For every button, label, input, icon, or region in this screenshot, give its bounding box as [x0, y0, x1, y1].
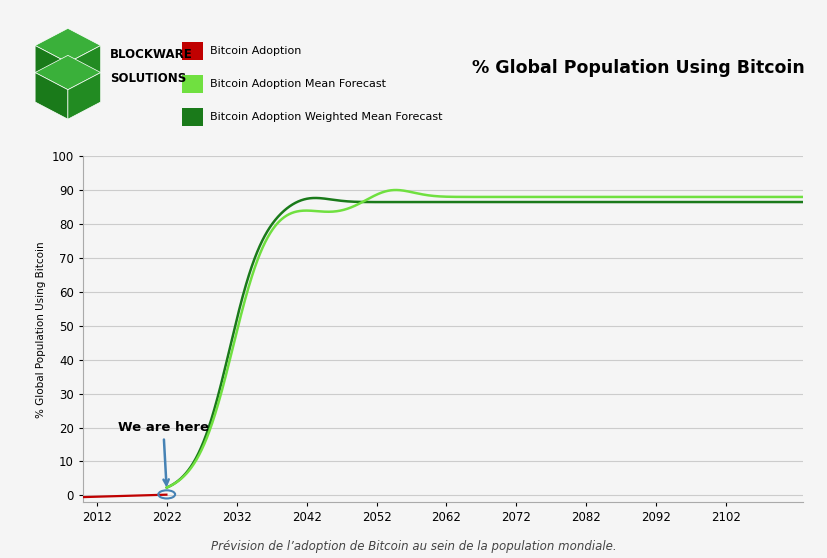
Polygon shape	[68, 73, 101, 119]
Polygon shape	[35, 46, 68, 92]
Text: We are here: We are here	[117, 421, 208, 485]
Text: Bitcoin Adoption Mean Forecast: Bitcoin Adoption Mean Forecast	[210, 79, 386, 89]
Text: % Global Population Using Bitcoin: % Global Population Using Bitcoin	[471, 59, 804, 76]
Polygon shape	[35, 55, 101, 90]
FancyBboxPatch shape	[182, 42, 203, 60]
Text: Bitcoin Adoption Weighted Mean Forecast: Bitcoin Adoption Weighted Mean Forecast	[210, 112, 442, 122]
Polygon shape	[68, 46, 101, 92]
Text: Bitcoin Adoption: Bitcoin Adoption	[210, 46, 302, 56]
FancyBboxPatch shape	[182, 108, 203, 126]
Text: SOLUTIONS: SOLUTIONS	[109, 72, 185, 85]
Polygon shape	[35, 73, 68, 119]
Text: Prévision de l’adoption de Bitcoin au sein de la population mondiale.: Prévision de l’adoption de Bitcoin au se…	[211, 540, 616, 552]
Y-axis label: % Global Population Using Bitcoin: % Global Population Using Bitcoin	[36, 241, 46, 417]
FancyBboxPatch shape	[182, 75, 203, 93]
Text: BLOCKWARE: BLOCKWARE	[109, 47, 192, 61]
Polygon shape	[35, 28, 101, 62]
